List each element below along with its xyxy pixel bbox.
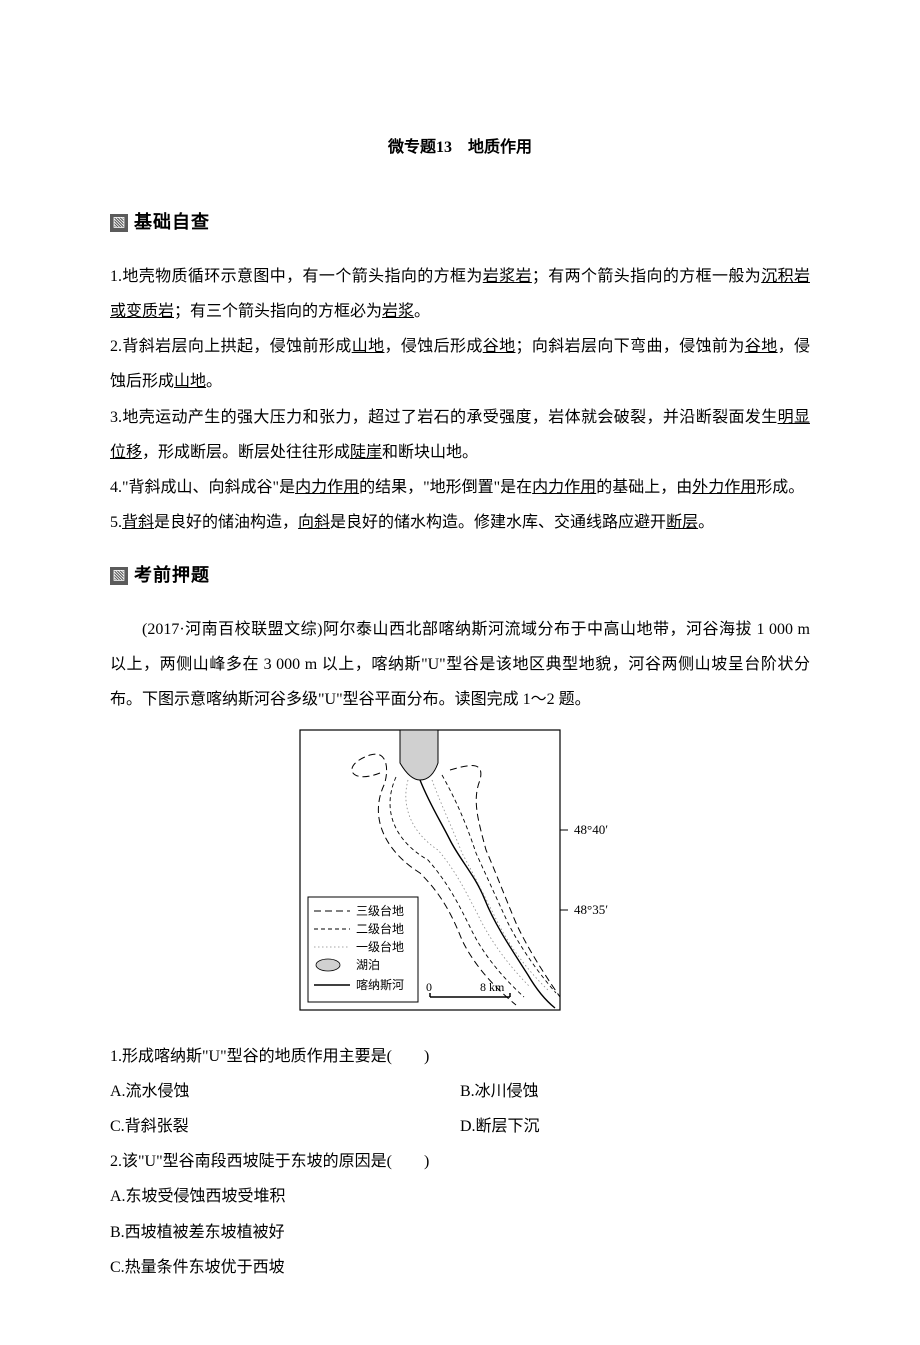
- basic-p2: 2.背斜岩层向上拱起，侵蚀前形成山地，侵蚀后形成谷地；向斜岩层向下弯曲，侵蚀前为…: [110, 329, 810, 399]
- lat-label-a: 48°40′: [574, 822, 608, 837]
- section-basic-icon: ▧: [110, 214, 128, 232]
- text: 4."背斜成山、向斜成谷"是: [110, 479, 295, 496]
- section-exam-icon: ▧: [110, 567, 128, 585]
- legend-t2-label: 二级台地: [356, 921, 404, 936]
- text: 形成。: [756, 479, 804, 496]
- text: 。: [698, 514, 714, 531]
- text: ，形成断层。断层处往往形成: [142, 444, 350, 461]
- q2-options: A.东坡受侵蚀西坡受堆积 B.西坡植被差东坡植被好 C.热量条件东坡优于西坡: [110, 1179, 810, 1285]
- text: 和断块山地。: [382, 444, 478, 461]
- q1-options: A.流水侵蚀 B.冰川侵蚀 C.背斜张裂 D.断层下沉: [110, 1074, 810, 1144]
- underline: 背斜: [122, 514, 154, 531]
- text: ；有两个箭头指向的方框一般为: [532, 268, 761, 285]
- legend-t1-label: 一级台地: [356, 939, 404, 954]
- underline: 陡崖: [350, 444, 382, 461]
- underline: 外力作用: [692, 479, 756, 496]
- underline: 内力作用: [295, 479, 359, 496]
- q2-opt-b: B.西坡植被差东坡植被好: [110, 1215, 810, 1250]
- scale-end: 8 km: [480, 980, 505, 994]
- lat-label-b: 48°35′: [574, 902, 608, 917]
- basic-p3: 3.地壳运动产生的强大压力和张力，超过了岩石的承受强度，岩体就会破裂，并沿断裂面…: [110, 400, 810, 470]
- page-title: 微专题13 地质作用: [110, 130, 810, 165]
- q2-opt-a: A.东坡受侵蚀西坡受堆积: [110, 1179, 810, 1214]
- text: 的结果，"地形倒置"是在: [359, 479, 532, 496]
- legend-lake-label: 湖泊: [356, 957, 380, 972]
- q1-opt-b: B.冰川侵蚀: [460, 1074, 810, 1109]
- underline: 向斜: [298, 514, 330, 531]
- q2-opt-c: C.热量条件东坡优于西坡: [110, 1250, 810, 1285]
- q1-stem: 1.形成喀纳斯"U"型谷的地质作用主要是( ): [110, 1039, 810, 1074]
- text: 是良好的储水构造。修建水库、交通线路应避开: [330, 514, 666, 531]
- q2-stem: 2.该"U"型谷南段西坡陡于东坡的原因是( ): [110, 1144, 810, 1179]
- underline: 谷地: [745, 338, 778, 355]
- underline: 岩浆岩: [483, 268, 532, 285]
- text: 5.: [110, 514, 122, 531]
- text: 2.背斜岩层向上拱起，侵蚀前形成: [110, 338, 352, 355]
- section-exam-label: 考前押题: [134, 556, 210, 596]
- section-exam-header: ▧ 考前押题: [110, 556, 810, 596]
- text: ；有三个箭头指向的方框必为: [174, 303, 382, 320]
- q1-opt-c: C.背斜张裂: [110, 1109, 460, 1144]
- text: 。: [206, 373, 222, 390]
- legend-lake-icon: [316, 959, 340, 971]
- basic-p5: 5.背斜是良好的储油构造，向斜是良好的储水构造。修建水库、交通线路应避开断层。: [110, 505, 810, 540]
- text: 。: [414, 303, 430, 320]
- legend-t3-label: 三级台地: [356, 903, 404, 918]
- underline: 山地: [352, 338, 385, 355]
- basic-p1: 1.地壳物质循环示意图中，有一个箭头指向的方框为岩浆岩；有两个箭头指向的方框一般…: [110, 259, 810, 329]
- basic-p4: 4."背斜成山、向斜成谷"是内力作用的结果，"地形倒置"是在内力作用的基础上，由…: [110, 470, 810, 505]
- text: 1.地壳物质循环示意图中，有一个箭头指向的方框为: [110, 268, 483, 285]
- text: ；向斜岩层向下弯曲，侵蚀前为: [516, 338, 745, 355]
- q1-opt-a: A.流水侵蚀: [110, 1074, 460, 1109]
- text: ，侵蚀后形成: [384, 338, 482, 355]
- text: 3.地壳运动产生的强大压力和张力，超过了岩石的承受强度，岩体就会破裂，并沿断裂面…: [110, 409, 778, 426]
- kanas-valley-map: 48°40′ 48°35′ 三级台地 二级台地 一级台地 湖泊 喀纳: [280, 725, 640, 1028]
- text: 的基础上，由: [596, 479, 692, 496]
- text: 是良好的储油构造，: [154, 514, 298, 531]
- section-basic-header: ▧ 基础自查: [110, 203, 810, 243]
- underline: 内力作用: [532, 479, 596, 496]
- underline: 断层: [666, 514, 698, 531]
- scale-zero: 0: [426, 980, 432, 994]
- underline: 岩浆: [382, 303, 414, 320]
- section-basic-label: 基础自查: [134, 203, 210, 243]
- legend-river-label: 喀纳斯河: [356, 978, 404, 992]
- page: 微专题13 地质作用 ▧ 基础自查 1.地壳物质循环示意图中，有一个箭头指向的方…: [0, 0, 920, 1345]
- underline: 谷地: [483, 338, 516, 355]
- underline: 山地: [174, 373, 206, 390]
- q1-opt-d: D.断层下沉: [460, 1109, 810, 1144]
- map-svg: 48°40′ 48°35′ 三级台地 二级台地 一级台地 湖泊 喀纳: [280, 725, 640, 1015]
- figure-wrap: 48°40′ 48°35′ 三级台地 二级台地 一级台地 湖泊 喀纳: [110, 725, 810, 1028]
- exam-intro: (2017·河南百校联盟文综)阿尔泰山西北部喀纳斯河流域分布于中高山地带，河谷海…: [110, 612, 810, 718]
